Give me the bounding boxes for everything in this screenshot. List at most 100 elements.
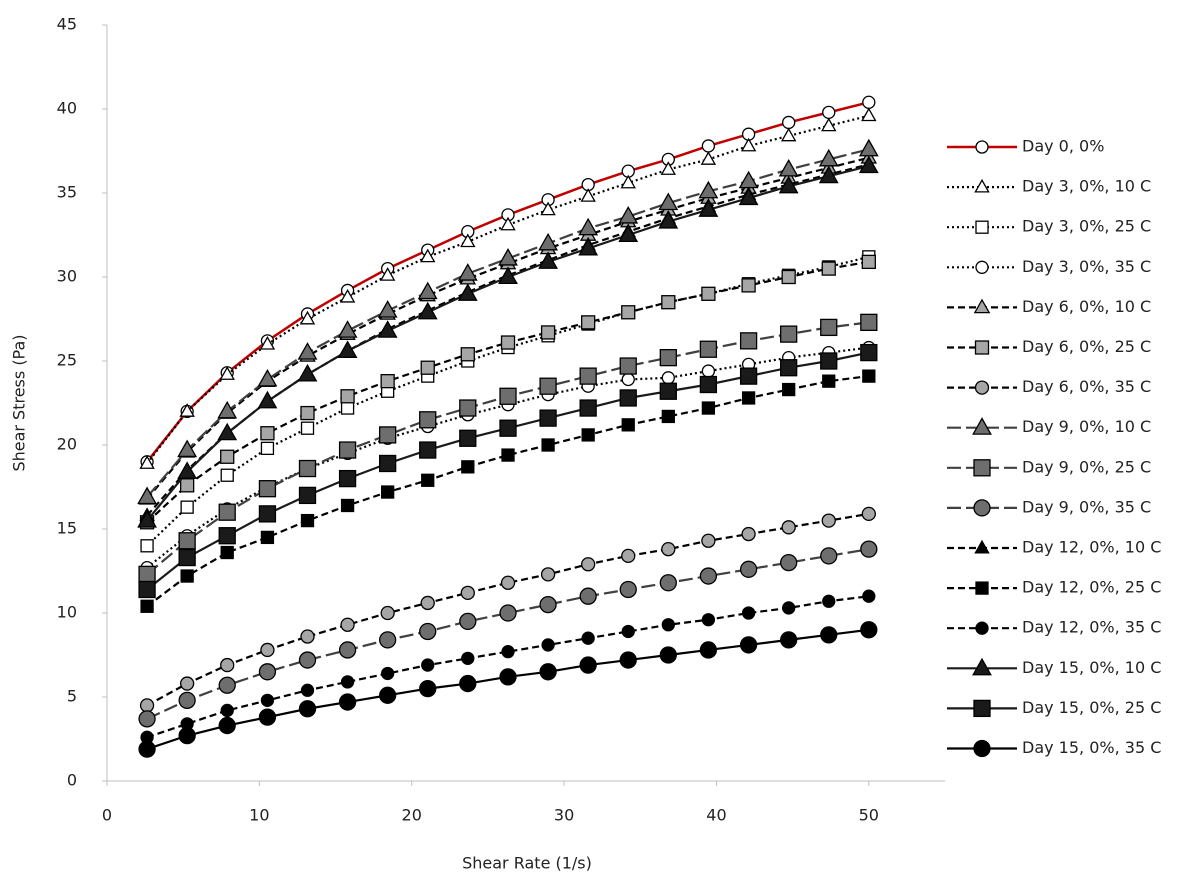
marker [540,597,556,613]
marker [500,605,516,621]
legend-label: Day 9, 0%, 25 C [1022,457,1151,476]
legend-label: Day 12, 0%, 25 C [1022,578,1161,597]
marker [340,642,356,658]
marker [341,618,354,631]
marker [862,255,875,268]
marker [741,561,757,577]
marker [781,632,797,648]
x-tick-label: 30 [554,806,574,825]
marker [662,296,675,309]
marker [500,669,516,685]
marker [261,531,273,543]
marker [420,412,436,428]
marker [702,534,715,547]
marker [542,639,554,651]
marker [861,541,877,557]
marker [181,677,194,690]
marker [862,507,875,520]
marker [863,96,875,108]
marker [462,461,474,473]
legend-label: Day 3, 0%, 10 C [1022,177,1151,196]
marker [339,342,357,358]
legend-marker [974,500,990,516]
marker [462,652,474,664]
marker [261,427,274,440]
marker [181,501,193,513]
marker [421,596,434,609]
legend-label: Day 0, 0% [1022,137,1104,156]
marker [540,664,556,680]
marker [822,514,835,527]
series-line [147,149,869,497]
marker [860,140,878,156]
marker [219,504,235,520]
marker [821,627,837,643]
y-tick-label: 25 [57,351,77,370]
marker [379,322,397,338]
marker [421,361,434,374]
marker [460,400,476,416]
marker [540,378,556,394]
marker [743,607,755,619]
legend-marker [976,622,988,634]
y-tick-label: 20 [57,435,77,454]
marker [862,109,875,121]
marker [622,373,634,385]
marker [702,402,714,414]
marker [259,709,275,725]
marker [580,657,596,673]
marker [460,676,476,692]
legend-label: Day 6, 0%, 25 C [1022,337,1151,356]
marker [380,427,396,443]
marker [783,384,795,396]
marker [702,140,714,152]
marker [179,728,195,744]
marker [582,189,595,201]
marker [742,139,755,151]
y-tick-label: 35 [57,183,77,202]
marker [502,576,515,589]
marker [662,619,674,631]
marker [221,704,233,716]
marker [380,632,396,648]
marker [700,568,716,584]
x-axis-label: Shear Rate (1/s) [462,854,592,873]
legend-label: Day 9, 0%, 10 C [1022,417,1151,436]
y-tick-label: 10 [57,603,77,622]
legend-marker [976,341,989,354]
marker [261,643,274,656]
marker [301,630,314,643]
marker [300,487,316,503]
marker [622,549,635,562]
marker [300,461,316,477]
legend-label: Day 15, 0%, 10 C [1022,658,1161,677]
marker [582,316,595,329]
marker [662,372,674,384]
marker [300,652,316,668]
legend-marker [973,419,991,435]
marker [179,692,195,708]
marker [139,566,155,582]
marker [662,543,675,556]
legend-marker [976,582,988,594]
x-tick-label: 40 [706,806,726,825]
x-tick-label: 20 [402,806,422,825]
marker [702,614,714,626]
marker [742,279,755,292]
marker [781,326,797,342]
marker [380,687,396,703]
marker [580,400,596,416]
legend-marker [976,381,989,394]
legend-label: Day 6, 0%, 35 C [1022,377,1151,396]
marker [419,283,437,299]
marker [781,360,797,376]
marker [702,287,715,300]
marker [339,322,357,338]
legend-marker [975,300,989,313]
marker [219,528,235,544]
chart: Shear Rate (1/s) Shear Stress (Pa) 05101… [0,0,1196,881]
legend-label: Day 15, 0%, 35 C [1022,738,1161,757]
marker [700,642,716,658]
marker [218,402,236,418]
marker [179,533,195,549]
